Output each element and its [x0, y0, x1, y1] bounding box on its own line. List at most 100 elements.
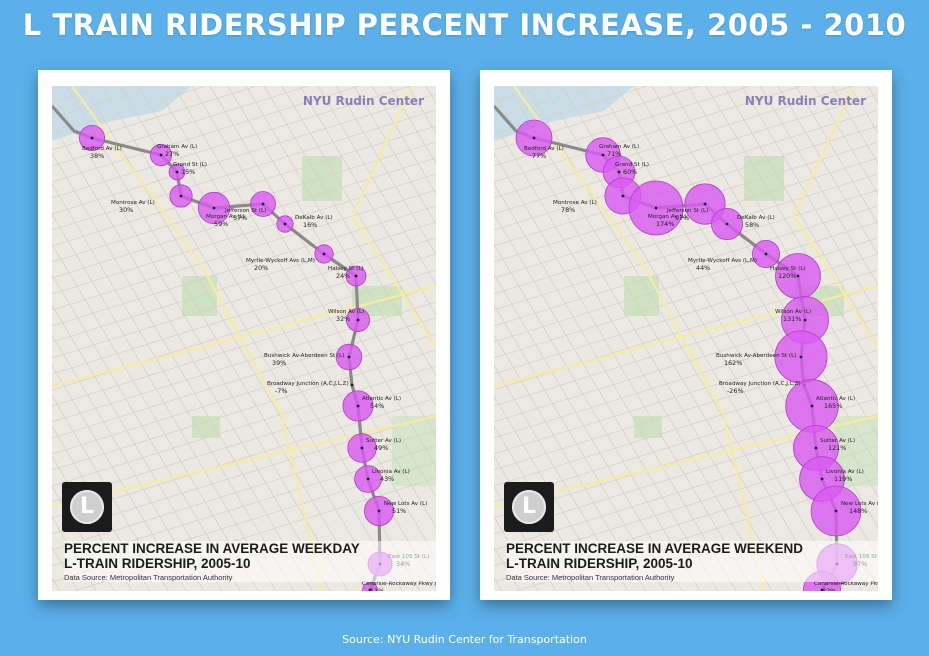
- street: [494, 86, 649, 135]
- station-value: 39%: [272, 359, 286, 367]
- street: [299, 86, 436, 316]
- station-value: 38%: [90, 152, 104, 160]
- station-name: New Lots Av (L): [384, 501, 427, 507]
- station-value: 44%: [696, 264, 710, 272]
- street: [52, 364, 187, 591]
- caption-line1: PERCENT INCREASE IN AVERAGE WEEKDAY: [64, 541, 360, 556]
- station-value: 59%: [214, 220, 228, 228]
- station-value: 27%: [165, 150, 179, 158]
- station-name: DeKalb Av (L): [737, 215, 775, 221]
- station-value: 30%: [119, 206, 133, 214]
- street: [52, 213, 277, 591]
- station-name: Graham Av (L): [599, 144, 639, 150]
- street: [263, 86, 436, 377]
- street: [52, 86, 259, 151]
- station-name: Wilson Av (L): [775, 309, 811, 315]
- brooklyn-map[interactable]: Bedford Av (L)38% Graham Av (L)27% Grand S…: [52, 86, 436, 591]
- data-source: Data Source: Metropolitan Transportation…: [506, 573, 675, 582]
- street: [52, 125, 436, 247]
- street: [494, 125, 878, 247]
- street: [494, 364, 629, 591]
- station-value: 82%: [822, 587, 836, 591]
- street: [494, 86, 701, 151]
- station-name: Myrtle-Wyckoff Avs (L,M): [688, 258, 757, 264]
- street: [52, 182, 295, 591]
- street: [52, 334, 205, 591]
- station-value: 51%: [392, 507, 406, 515]
- station-dot: [820, 588, 824, 591]
- street: [52, 86, 361, 183]
- street: [209, 86, 436, 468]
- station-name: Montrose Av (L): [111, 200, 155, 206]
- street: [494, 93, 878, 215]
- station-dot: [347, 355, 351, 359]
- street: [101, 86, 403, 591]
- street: [52, 157, 436, 279]
- street: [494, 243, 701, 591]
- station-value: 32%: [336, 315, 350, 323]
- station-dot: [725, 222, 729, 226]
- street: [173, 86, 436, 528]
- street: [494, 86, 598, 119]
- map-area[interactable]: Bedford Av (L) 77% Graham Av (L) 71% Grand S…: [494, 86, 878, 591]
- station-name: New Lots Av (L): [841, 501, 878, 507]
- station-value: 60%: [623, 168, 637, 176]
- street: [777, 86, 878, 256]
- station-dot: [814, 446, 818, 450]
- street: [494, 205, 878, 327]
- park: [302, 156, 342, 201]
- station-name: Grand St (L): [173, 162, 207, 168]
- station-name: Canarsie-Rockaway Pkwy (L): [362, 581, 436, 587]
- l-train-logo: L: [504, 482, 554, 532]
- station-name: Bedford Av (L): [524, 146, 564, 152]
- station-dot: [322, 252, 326, 256]
- street: [52, 221, 436, 343]
- street: [52, 109, 436, 231]
- station-name: Canarsie-Rockaway Pkwy (L): [814, 581, 878, 587]
- street: [494, 182, 737, 591]
- street: [494, 91, 791, 591]
- station-dot: [261, 202, 265, 206]
- street: [52, 365, 436, 487]
- street: [52, 86, 207, 135]
- station-value: 165%: [824, 402, 842, 410]
- street: [494, 334, 647, 591]
- street: [371, 86, 436, 195]
- logo-disc: L: [512, 490, 546, 524]
- street: [52, 237, 436, 359]
- street: [52, 152, 313, 591]
- station-value: -7%: [275, 387, 287, 395]
- street: [52, 301, 436, 423]
- road: [350, 86, 436, 347]
- street: [191, 86, 436, 498]
- logo-disc: L: [70, 490, 104, 524]
- station-dot: [617, 170, 621, 174]
- station-bubble: [362, 582, 378, 591]
- street: [494, 122, 773, 591]
- caption-line2: L-TRAIN RIDERSHIP, 2005-10: [64, 556, 251, 571]
- street: [52, 91, 349, 591]
- map-caption: PERCENT INCREASE IN AVERAGE WEEKDAY L-TR…: [64, 541, 436, 582]
- park: [192, 416, 220, 438]
- street: [615, 86, 878, 528]
- map-area[interactable]: Bedford Av (L) 38% Graham Av (L) 27% Grand S…: [52, 86, 436, 591]
- station-name: Sutter Av (L): [820, 438, 855, 444]
- l-train-logo: L: [62, 482, 112, 532]
- road: [52, 284, 436, 388]
- station-dot: [654, 206, 658, 210]
- station-value: 120%: [778, 272, 796, 280]
- station-value: 97%: [675, 214, 689, 222]
- data-source: Data Source: Metropolitan Transportation…: [64, 573, 233, 582]
- street: [317, 86, 436, 286]
- street: [494, 189, 878, 311]
- station-value: 24%: [336, 272, 350, 280]
- street: [494, 237, 878, 359]
- street: [494, 109, 878, 231]
- station-name: Broadway Junction (A,C,J,L,Z): [267, 381, 349, 387]
- station-dot: [796, 274, 800, 278]
- street: [705, 86, 878, 377]
- station-dot: [212, 206, 216, 210]
- station-name: Livonia Av (L): [826, 469, 864, 475]
- station-name: Grand St (L): [615, 162, 649, 168]
- station-dot: [810, 404, 814, 408]
